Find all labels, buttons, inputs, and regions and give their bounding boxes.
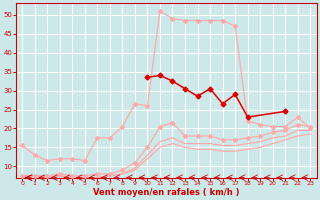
- X-axis label: Vent moyen/en rafales ( km/h ): Vent moyen/en rafales ( km/h ): [93, 188, 239, 197]
